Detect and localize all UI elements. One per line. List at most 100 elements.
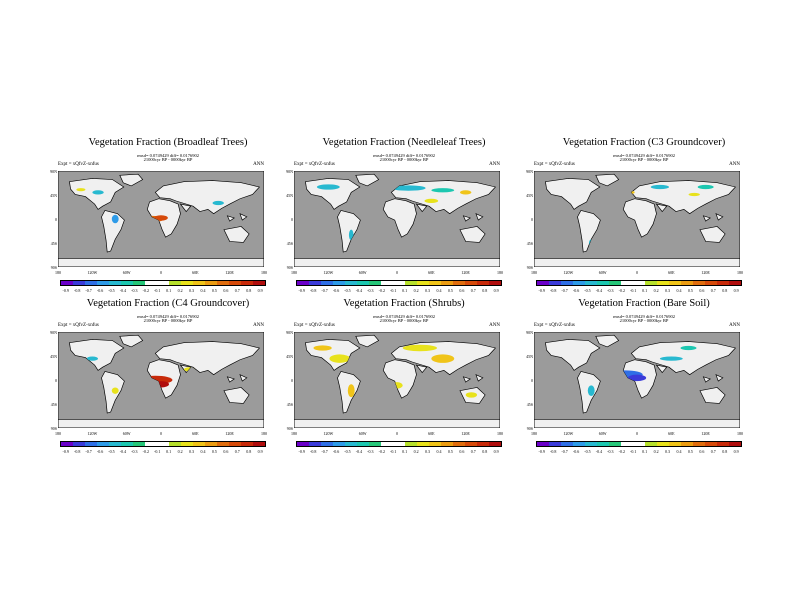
color-swatch xyxy=(145,442,157,446)
scale-label: 0.9 xyxy=(733,449,739,454)
color-swatch xyxy=(585,442,597,446)
lat-tick: 90S xyxy=(50,265,57,270)
lat-tick: 90N xyxy=(286,330,293,335)
color-swatch xyxy=(333,281,345,285)
lon-tick: 0 xyxy=(160,431,162,436)
lat-tick: 45S xyxy=(50,402,57,407)
anomaly-patch xyxy=(431,188,455,193)
color-swatch xyxy=(453,281,465,285)
land-mass xyxy=(239,213,248,221)
color-swatch xyxy=(333,442,345,446)
land-mass xyxy=(545,178,601,210)
lon-tick: 60E xyxy=(428,270,435,275)
anomaly-patch xyxy=(697,184,714,190)
color-swatch xyxy=(429,281,441,285)
scale-label: 0.3 xyxy=(425,449,431,454)
land-mass xyxy=(119,334,144,348)
anomaly-patch xyxy=(76,188,86,192)
scale-label: -0.5 xyxy=(584,449,591,454)
panel-time: 21000cyr BP - 0000kyr BP xyxy=(379,318,429,323)
scale-label: -0.8 xyxy=(73,449,81,454)
panel-expt: Expt = xQfvZ-xnfus xyxy=(534,162,575,167)
land-mass xyxy=(58,258,264,267)
map-area: 90N 45N 0 45S 90S xyxy=(526,330,740,431)
color-swatch xyxy=(609,442,621,446)
land-mass xyxy=(119,173,144,187)
lon-tick: 120E xyxy=(701,431,710,436)
lon-tick: 120W xyxy=(563,431,574,436)
scale-label: -0.2 xyxy=(142,288,149,293)
map-area: 90N 45N 0 45S 90S xyxy=(50,169,264,270)
scale-label: -0.3 xyxy=(367,288,374,293)
scale-label: -0.6 xyxy=(332,449,340,454)
scale-label: 0.7 xyxy=(710,288,716,293)
lat-tick: 45S xyxy=(526,241,533,246)
color-swatch xyxy=(145,281,157,285)
lon-tick: 60E xyxy=(192,431,199,436)
color-swatch xyxy=(321,442,333,446)
map-area: 90N 45N 0 45S 90S xyxy=(526,169,740,270)
scale-label: 0.3 xyxy=(665,449,671,454)
color-swatch xyxy=(417,281,429,285)
scale-label: 0.8 xyxy=(722,449,728,454)
color-swatch xyxy=(633,281,645,285)
anomaly-patch xyxy=(111,214,119,224)
land-mass xyxy=(179,203,192,213)
color-swatch xyxy=(681,442,693,446)
land-mass xyxy=(239,374,248,382)
land-mass xyxy=(655,203,668,213)
scale-label: -0.7 xyxy=(321,449,328,454)
scale-label: -0.1 xyxy=(154,449,161,454)
color-swatch xyxy=(253,442,265,446)
color-swatch xyxy=(729,442,741,446)
lon-tick: 60E xyxy=(428,431,435,436)
panel-title: Vegetation Fraction (Shrubs) xyxy=(343,298,465,309)
color-swatch xyxy=(109,281,121,285)
scale-label: -0.1 xyxy=(630,449,637,454)
anomaly-patch xyxy=(347,384,355,398)
scale-label: -0.8 xyxy=(309,288,317,293)
scale-label: 0.2 xyxy=(413,449,419,454)
land-mass xyxy=(475,374,484,382)
lon-tick: 180 xyxy=(497,270,503,275)
color-scale-labels: -0.9 -0.8 -0.7 -0.6 -0.5 -0.4 -0.3 -0.2 -0.1 0.1 0… xyxy=(536,449,742,454)
land-mass xyxy=(462,215,471,222)
color-scale xyxy=(296,280,502,286)
color-swatch xyxy=(121,281,133,285)
scale-label: 0.7 xyxy=(470,288,476,293)
color-swatch xyxy=(321,281,333,285)
lat-tick: 0 xyxy=(291,217,293,222)
land-mass xyxy=(715,213,724,221)
land-mass xyxy=(595,334,620,348)
lon-tick: 60E xyxy=(668,270,675,275)
scale-label: -0.8 xyxy=(549,449,557,454)
scale-label: 0.4 xyxy=(200,449,206,454)
anomaly-patch xyxy=(313,345,332,351)
land-mass xyxy=(382,198,417,238)
lon-tick: 120W xyxy=(87,431,98,436)
land-mass xyxy=(699,387,726,404)
lon-tick: 60W xyxy=(358,270,367,275)
scale-label: -0.8 xyxy=(309,449,317,454)
scale-label: 0.5 xyxy=(447,288,453,293)
lon-tick: 120W xyxy=(323,270,334,275)
lat-tick: 45S xyxy=(286,241,293,246)
lat-tick: 45N xyxy=(286,354,293,359)
scale-label: 0.5 xyxy=(211,288,217,293)
lon-tick: 120W xyxy=(323,431,334,436)
lat-tick: 90N xyxy=(50,330,57,335)
color-swatch xyxy=(573,442,585,446)
color-swatch xyxy=(97,442,109,446)
lat-tick: 45S xyxy=(286,402,293,407)
lon-tick: 120E xyxy=(225,270,234,275)
world-map xyxy=(294,332,500,428)
color-swatch xyxy=(405,442,417,446)
land-mass xyxy=(715,374,724,382)
land-mass xyxy=(415,203,428,213)
panel-season: ANN xyxy=(489,162,500,167)
color-swatch xyxy=(309,442,321,446)
scale-label: -0.5 xyxy=(344,288,351,293)
scale-label: -0.9 xyxy=(62,288,69,293)
color-swatch xyxy=(465,442,477,446)
land-mass xyxy=(462,376,471,383)
